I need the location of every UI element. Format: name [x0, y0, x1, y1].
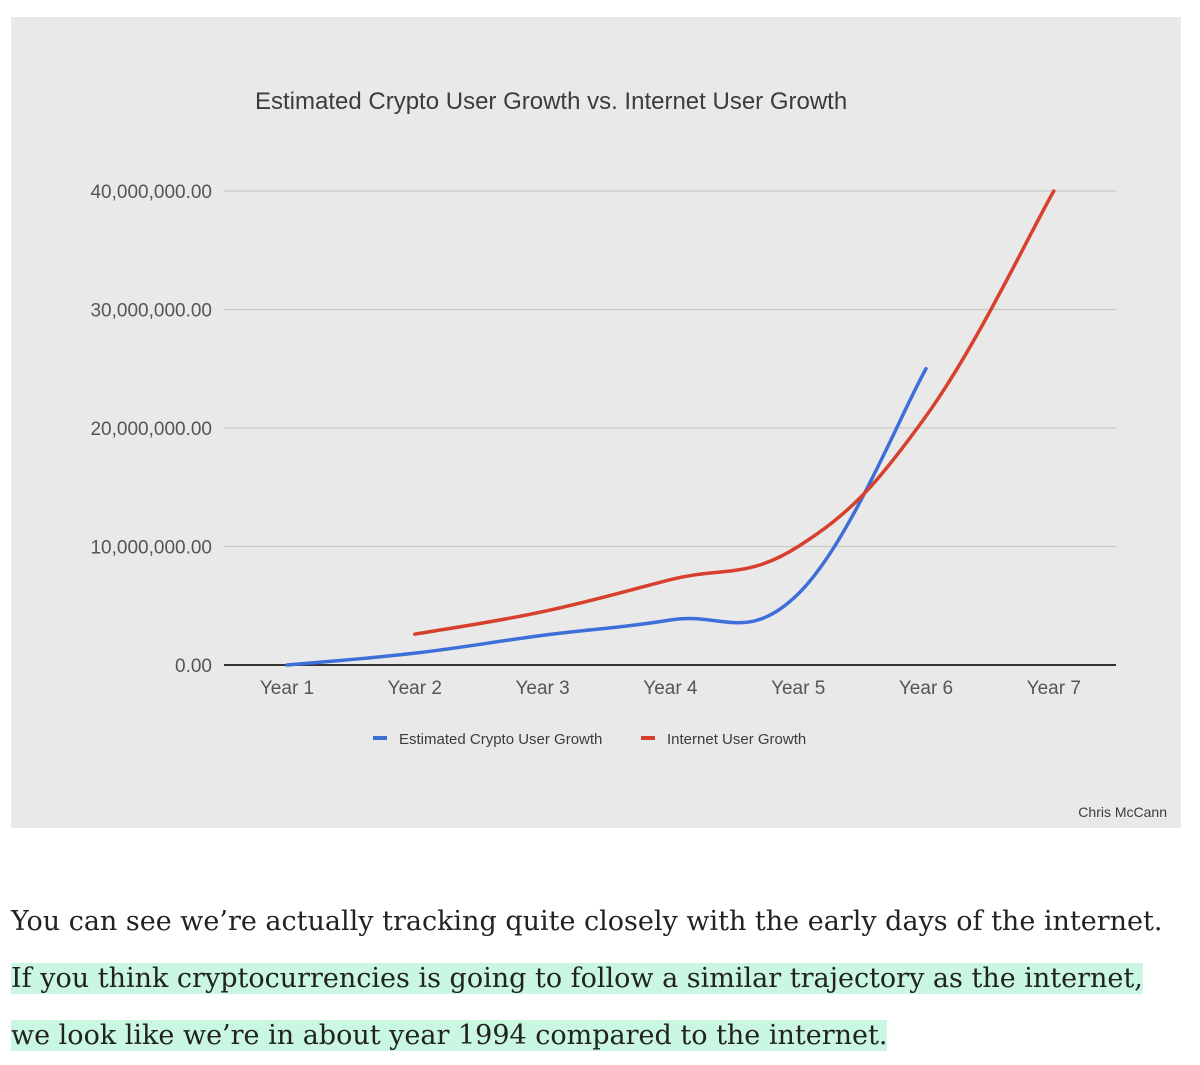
- x-tick-label: Year 7: [1027, 678, 1081, 699]
- series-line-crypto: [285, 367, 928, 667]
- y-tick-label: 40,000,000.00: [90, 182, 212, 203]
- legend-label: Estimated Crypto User Growth: [399, 731, 602, 748]
- chart-credit: Chris McCann: [1078, 804, 1167, 820]
- x-tick-label: Year 6: [899, 678, 953, 699]
- legend-label: Internet User Growth: [667, 731, 806, 748]
- series-line-internet: [413, 189, 1056, 636]
- x-tick-label: Year 4: [643, 678, 698, 699]
- chart-card: Estimated Crypto User Growth vs. Interne…: [11, 17, 1181, 828]
- caption-text: You can see we’re actually tracking quit…: [11, 906, 1163, 937]
- line-chart: Estimated Crypto User Growth vs. Interne…: [90, 88, 1167, 820]
- y-tick-label: 30,000,000.00: [90, 301, 212, 322]
- highlighted-text[interactable]: If you think cryptocurrencies is going t…: [11, 963, 1143, 1051]
- article-paragraph: You can see we’re actually tracking quit…: [11, 893, 1186, 1064]
- x-tick-label: Year 5: [771, 678, 825, 699]
- x-tick-label: Year 1: [260, 678, 314, 699]
- y-tick-label: 10,000,000.00: [90, 538, 212, 559]
- y-tick-label: 20,000,000.00: [90, 419, 212, 440]
- y-tick-label: 0.00: [175, 656, 212, 677]
- chart-title: Estimated Crypto User Growth vs. Interne…: [255, 88, 847, 115]
- x-tick-label: Year 3: [515, 678, 569, 699]
- x-tick-label: Year 2: [388, 678, 442, 699]
